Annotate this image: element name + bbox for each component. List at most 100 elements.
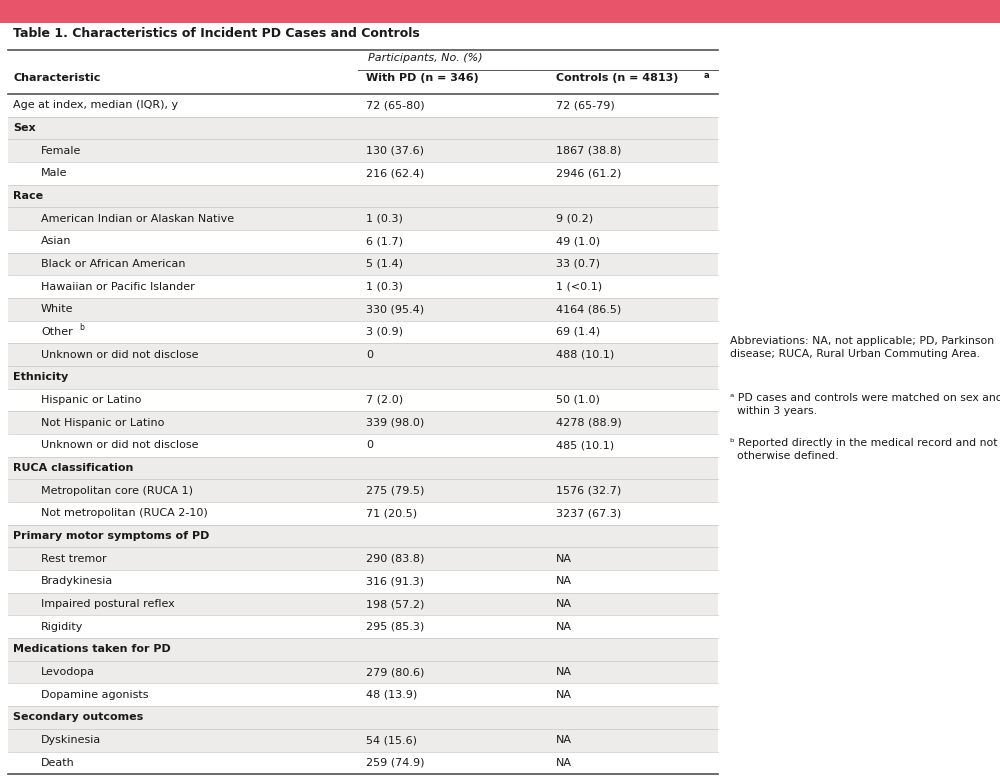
Text: b: b: [79, 324, 84, 332]
Text: 198 (57.2): 198 (57.2): [366, 599, 424, 609]
Bar: [8, 752, 718, 774]
Text: Controls (n = 4813): Controls (n = 4813): [556, 73, 678, 83]
Bar: [8, 94, 718, 117]
Text: Impaired postural reflex: Impaired postural reflex: [41, 599, 175, 609]
Text: 330 (95.4): 330 (95.4): [366, 304, 424, 314]
Text: 1 (0.3): 1 (0.3): [366, 213, 403, 224]
Text: ᵇ Reported directly in the medical record and not
  otherwise defined.: ᵇ Reported directly in the medical recor…: [730, 438, 998, 461]
Bar: [8, 683, 718, 706]
Text: 72 (65-80): 72 (65-80): [366, 100, 425, 110]
Bar: [8, 615, 718, 638]
Text: Characteristic: Characteristic: [13, 73, 100, 83]
Text: NA: NA: [556, 599, 572, 609]
Bar: [8, 638, 718, 661]
Bar: [8, 706, 718, 729]
Text: Other: Other: [41, 327, 73, 337]
Text: 54 (15.6): 54 (15.6): [366, 735, 417, 745]
Text: American Indian or Alaskan Native: American Indian or Alaskan Native: [41, 213, 234, 224]
Text: Table 1. Characteristics of Incident PD Cases and Controls: Table 1. Characteristics of Incident PD …: [13, 27, 420, 40]
Text: White: White: [41, 304, 74, 314]
Text: 1576 (32.7): 1576 (32.7): [556, 486, 621, 496]
Bar: [8, 230, 718, 253]
Bar: [8, 729, 718, 752]
Text: 49 (1.0): 49 (1.0): [556, 236, 600, 246]
Bar: [0, 0, 1000, 23]
Bar: [8, 661, 718, 683]
Bar: [8, 547, 718, 570]
Text: NA: NA: [556, 690, 572, 700]
Bar: [8, 253, 718, 275]
Bar: [8, 525, 718, 547]
Text: 71 (20.5): 71 (20.5): [366, 508, 417, 518]
Text: 69 (1.4): 69 (1.4): [556, 327, 600, 337]
Bar: [8, 298, 718, 321]
Text: 485 (10.1): 485 (10.1): [556, 440, 614, 450]
Text: Abbreviations: NA, not applicable; PD, Parkinson
disease; RUCA, Rural Urban Comm: Abbreviations: NA, not applicable; PD, P…: [730, 336, 994, 360]
Text: Age at index, median (IQR), y: Age at index, median (IQR), y: [13, 100, 178, 110]
Bar: [8, 479, 718, 502]
Bar: [8, 389, 718, 411]
Text: 48 (13.9): 48 (13.9): [366, 690, 417, 700]
Text: 50 (1.0): 50 (1.0): [556, 395, 600, 405]
Text: With PD (n = 346): With PD (n = 346): [366, 73, 479, 83]
Text: 3237 (67.3): 3237 (67.3): [556, 508, 621, 518]
Text: Asian: Asian: [41, 236, 72, 246]
Bar: [8, 366, 718, 389]
Text: NA: NA: [556, 622, 572, 632]
Text: Rest tremor: Rest tremor: [41, 554, 107, 564]
Text: Unknown or did not disclose: Unknown or did not disclose: [41, 440, 198, 450]
Text: Race: Race: [13, 191, 43, 201]
Text: RUCA classification: RUCA classification: [13, 463, 133, 473]
Text: a: a: [704, 71, 710, 81]
Text: 1 (0.3): 1 (0.3): [366, 282, 403, 292]
Text: 290 (83.8): 290 (83.8): [366, 554, 424, 564]
Text: Death: Death: [41, 758, 75, 768]
Text: 4164 (86.5): 4164 (86.5): [556, 304, 621, 314]
Text: 72 (65-79): 72 (65-79): [556, 100, 615, 110]
Bar: [8, 117, 718, 139]
Bar: [8, 457, 718, 479]
Text: 9 (0.2): 9 (0.2): [556, 213, 593, 224]
Text: 7 (2.0): 7 (2.0): [366, 395, 403, 405]
Text: 275 (79.5): 275 (79.5): [366, 486, 424, 496]
Text: Bradykinesia: Bradykinesia: [41, 576, 113, 586]
Text: Primary motor symptoms of PD: Primary motor symptoms of PD: [13, 531, 209, 541]
Text: Sex: Sex: [13, 123, 36, 133]
Text: NA: NA: [556, 758, 572, 768]
Text: 1 (<0.1): 1 (<0.1): [556, 282, 602, 292]
Bar: [8, 343, 718, 366]
Text: Hawaiian or Pacific Islander: Hawaiian or Pacific Islander: [41, 282, 195, 292]
Text: NA: NA: [556, 667, 572, 677]
Text: 5 (1.4): 5 (1.4): [366, 259, 403, 269]
Text: Hispanic or Latino: Hispanic or Latino: [41, 395, 141, 405]
Text: Participants, No. (%): Participants, No. (%): [368, 53, 483, 63]
Text: 0: 0: [366, 350, 373, 360]
Bar: [8, 434, 718, 457]
Text: NA: NA: [556, 735, 572, 745]
Text: 130 (37.6): 130 (37.6): [366, 145, 424, 156]
Text: Levodopa: Levodopa: [41, 667, 95, 677]
Bar: [8, 502, 718, 525]
Text: Female: Female: [41, 145, 81, 156]
Text: Secondary outcomes: Secondary outcomes: [13, 712, 143, 723]
Bar: [8, 162, 718, 185]
Text: NA: NA: [556, 576, 572, 586]
Text: 216 (62.4): 216 (62.4): [366, 168, 424, 178]
Text: Male: Male: [41, 168, 68, 178]
Text: 339 (98.0): 339 (98.0): [366, 418, 424, 428]
Text: Black or African American: Black or African American: [41, 259, 186, 269]
Text: ᵃ PD cases and controls were matched on sex and age
  within 3 years.: ᵃ PD cases and controls were matched on …: [730, 393, 1000, 416]
Bar: [8, 207, 718, 230]
Bar: [8, 411, 718, 434]
Bar: [8, 321, 718, 343]
Text: Medications taken for PD: Medications taken for PD: [13, 644, 171, 655]
Text: Rigidity: Rigidity: [41, 622, 83, 632]
Text: 295 (85.3): 295 (85.3): [366, 622, 424, 632]
Bar: [8, 275, 718, 298]
Text: Unknown or did not disclose: Unknown or did not disclose: [41, 350, 198, 360]
Text: 4278 (88.9): 4278 (88.9): [556, 418, 622, 428]
Text: 1867 (38.8): 1867 (38.8): [556, 145, 621, 156]
Text: Dyskinesia: Dyskinesia: [41, 735, 101, 745]
Text: Dopamine agonists: Dopamine agonists: [41, 690, 148, 700]
Text: 259 (74.9): 259 (74.9): [366, 758, 424, 768]
